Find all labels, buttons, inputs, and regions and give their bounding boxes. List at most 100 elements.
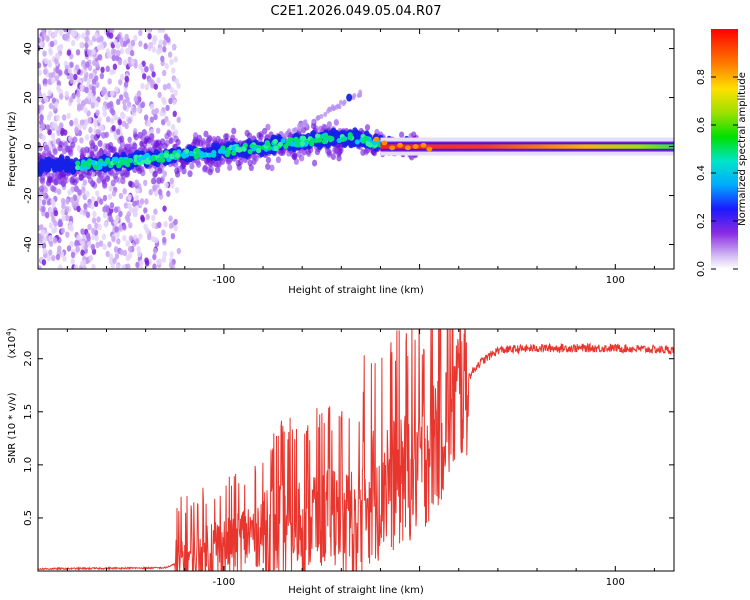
spectrogram-noise-blob <box>83 107 88 114</box>
spectrogram-haze-blob <box>168 136 175 144</box>
spectrogram-noise-blob <box>43 68 48 75</box>
spectrogram-noise-blob <box>45 212 50 219</box>
spectrogram-noise-blob <box>127 193 132 201</box>
spectrogram-haze-blob <box>236 163 242 171</box>
spectrogram-noise-blob <box>124 33 129 41</box>
spectrogram-noise-blob <box>42 236 47 244</box>
spectrogram-haze-blob <box>227 164 233 171</box>
spectrogram-noise-blob <box>74 64 80 71</box>
spectrogram-noise-blob <box>138 63 143 70</box>
spectrogram-noise-blob <box>79 104 84 111</box>
spectrogram-hot-blob <box>288 137 295 143</box>
spectrogram-noise-blob <box>38 265 42 269</box>
spectrogram-noise-blob <box>136 245 141 253</box>
spectrogram-noise-blob <box>111 190 117 197</box>
spectrogram-noise-blob <box>90 243 96 251</box>
spectrogram-noise-blob <box>153 83 159 90</box>
spectrogram-noise-blob <box>173 224 178 232</box>
tone-transition-blob <box>373 136 380 142</box>
spectrogram-noise-blob <box>114 86 119 93</box>
spectrogram-x-label: Height of straight line (km) <box>288 285 424 296</box>
spectrogram-noise-blob <box>93 32 99 39</box>
spectrogram-haze-blob <box>181 167 187 175</box>
spectrogram-noise-blob <box>80 260 85 267</box>
spectrogram-hot-blob <box>184 148 190 154</box>
tone-transition-blob <box>404 145 411 151</box>
spectrogram-hot-blob <box>113 156 119 162</box>
spectrogram-noise-blob <box>140 82 145 90</box>
spectrogram-haze-blob <box>89 139 95 147</box>
spectrogram-hot-blob <box>188 150 194 157</box>
spectrogram-core-blob <box>246 137 253 145</box>
colorbar-tick-label: 0.6 <box>696 117 707 133</box>
spectrogram-noise-blob <box>118 192 124 200</box>
spectrogram-noise-blob <box>161 229 166 236</box>
spectrogram-core-blob <box>243 151 250 159</box>
spectrogram-hot-blob <box>180 152 186 158</box>
spectrogram-noise-blob <box>56 84 61 92</box>
spectrogram-core-blob <box>354 133 360 141</box>
spectrogram-haze-blob <box>252 153 258 161</box>
spectrogram-noise-blob <box>52 138 57 145</box>
spectrogram-hot-blob <box>118 160 125 166</box>
spectrogram-noise-blob <box>136 106 141 113</box>
spectrogram-haze-blob <box>80 146 86 154</box>
spectrogram-noise-blob <box>135 261 140 269</box>
spectrogram-noise-blob <box>154 107 159 115</box>
spectrogram-hot-blob <box>74 164 81 171</box>
spectrogram-haze-blob <box>333 119 339 126</box>
spectrogram-noise-blob <box>66 112 71 120</box>
spectrogram-noise-blob <box>84 119 89 127</box>
spectrogram-noise-blob <box>110 262 115 269</box>
spectrogram-noise-blob <box>42 50 47 57</box>
spectrogram-noise-blob <box>48 111 53 118</box>
spectrogram-noise-blob <box>159 110 164 117</box>
spectrogram-hot-blob <box>363 135 369 141</box>
spectrogram-noise-blob <box>60 208 65 216</box>
spectrogram-noise-blob <box>108 32 114 39</box>
spectrogram-noise-blob <box>153 208 158 215</box>
spectrogram-noise-blob <box>148 42 153 49</box>
spectrogram-haze-blob <box>300 126 307 134</box>
spectrogram-noise-blob <box>170 123 176 131</box>
spectrogram-noise-blob <box>144 259 150 267</box>
spectrogram-noise-blob <box>168 261 174 269</box>
spectrogram-noise-blob <box>169 177 175 185</box>
spectrogram-noise-blob <box>160 55 165 62</box>
spectrogram-hot-blob <box>328 137 334 143</box>
spectrogram-noise-blob <box>134 179 139 186</box>
spectrogram-noise-blob <box>88 254 94 262</box>
spectrogram-noise-blob <box>84 86 89 94</box>
spectrogram-noise-blob <box>157 221 162 229</box>
y-tick-label: -40 <box>23 236 34 252</box>
spectrogram-noise-blob <box>164 62 169 70</box>
spectrogram-haze-blob <box>119 169 125 177</box>
spectrogram-y-label: Frequency (Hz) <box>7 111 18 187</box>
spectrogram-haze-blob <box>50 185 57 193</box>
spectrogram-harmonic-blob <box>334 104 339 110</box>
spectrogram-hot-blob <box>211 149 217 156</box>
spectrogram-hot-blob <box>75 160 81 166</box>
spectrogram-haze-blob <box>196 134 202 142</box>
spectrogram-hot-blob <box>367 142 373 148</box>
spectrogram-noise-blob <box>152 253 157 261</box>
spectrogram-haze-blob <box>364 124 371 131</box>
spectrogram-noise-blob <box>74 239 79 246</box>
spectrogram-noise-blob <box>176 82 181 89</box>
spectrogram-noise-blob <box>118 78 123 86</box>
spectrogram-haze-blob <box>142 141 148 148</box>
spectrogram-haze-blob <box>105 150 111 158</box>
spectrogram-core-blob <box>68 158 75 166</box>
spectrogram-noise-blob <box>122 188 127 195</box>
spectrogram-haze-blob <box>203 130 209 138</box>
spectrogram-noise-blob <box>121 112 126 120</box>
spectrogram-hot-blob <box>145 159 152 165</box>
spectrogram-noise-blob <box>48 222 54 229</box>
spectrogram-haze-blob <box>187 170 193 178</box>
spectrogram-noise-blob <box>105 65 110 73</box>
spectrogram-noise-blob <box>108 185 113 192</box>
spectrogram-noise-blob <box>91 48 96 55</box>
spectrogram-ticks: -100 100 -40 -20 0 20 40 <box>23 29 674 286</box>
spectrogram-noise-blob <box>113 246 119 253</box>
spectrogram-noise-blob <box>96 216 101 223</box>
